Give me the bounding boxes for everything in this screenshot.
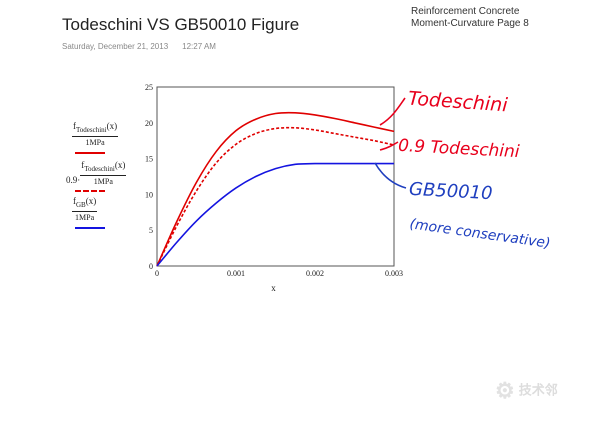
- gear-face-icon: ⚙: [495, 378, 515, 403]
- time-text: 12:27 AM: [182, 42, 216, 51]
- ylabel-todeschini: fTodeschini(x) 1MPa: [72, 121, 119, 150]
- ylabel-09-den: 1MPa: [93, 176, 113, 186]
- y-tick-label: 20: [145, 119, 153, 128]
- series-line-todeschini: [156, 111, 395, 267]
- x-tick-label: 0.002: [306, 269, 324, 278]
- annotation-gb50010: GB50010: [408, 178, 494, 205]
- legend-line-gb: [75, 227, 105, 229]
- ylabel-gb-den: 1MPa: [75, 212, 95, 222]
- ylabel-todeschini-num: fTodeschini(x): [72, 121, 119, 137]
- x-axis-label: x: [271, 283, 276, 293]
- ylabel-09-prefix: 0.9·: [66, 175, 81, 186]
- y-tick-label: 15: [145, 155, 153, 164]
- x-tick-label: 0: [155, 269, 159, 278]
- legend-line-09-todeschini: [75, 190, 105, 192]
- x-tick-label: 0.001: [227, 269, 245, 278]
- ylabel-todeschini-den: 1MPa: [85, 137, 105, 147]
- date-text: Saturday, December 21, 2013: [62, 42, 169, 51]
- y-tick-label: 5: [149, 226, 153, 235]
- series-line-gb50010: [156, 162, 394, 267]
- y-tick-label: 10: [145, 190, 153, 199]
- ylabel-gb-num: fGB(x): [72, 196, 98, 212]
- page-title: Todeschini VS GB50010 Figure: [62, 15, 300, 34]
- series-line-09-todeschini: [156, 126, 395, 267]
- ylabel-09-num: fTodeschini(x): [80, 160, 127, 176]
- legend-line-todeschini: [75, 152, 105, 154]
- header-line-2: Moment-Curvature Page 8: [411, 18, 529, 29]
- page-date: Saturday, December 21, 2013 12:27 AM: [62, 42, 216, 51]
- watermark: ⚙ 技术邻: [495, 378, 558, 404]
- y-tick-label: 25: [145, 83, 153, 92]
- plot-frame: [156, 86, 395, 267]
- page-header: Reinforcement Concrete Moment-Curvature …: [411, 6, 529, 30]
- watermark-text: 技术邻: [518, 382, 558, 398]
- y-tick-label: 0: [149, 262, 153, 271]
- pointer-stroke-todeschini: [379, 97, 406, 126]
- header-line-1: Reinforcement Concrete: [411, 6, 520, 17]
- pointer-stroke-gb50010: [374, 162, 407, 189]
- x-tick-label: 0.003: [385, 269, 403, 278]
- ylabel-09-todeschini: 0.9· fTodeschini(x) 1MPa: [66, 160, 127, 189]
- ylabel-gb: fGB(x) 1MPa: [72, 196, 98, 225]
- pointer-stroke-09-todeschini: [379, 141, 399, 151]
